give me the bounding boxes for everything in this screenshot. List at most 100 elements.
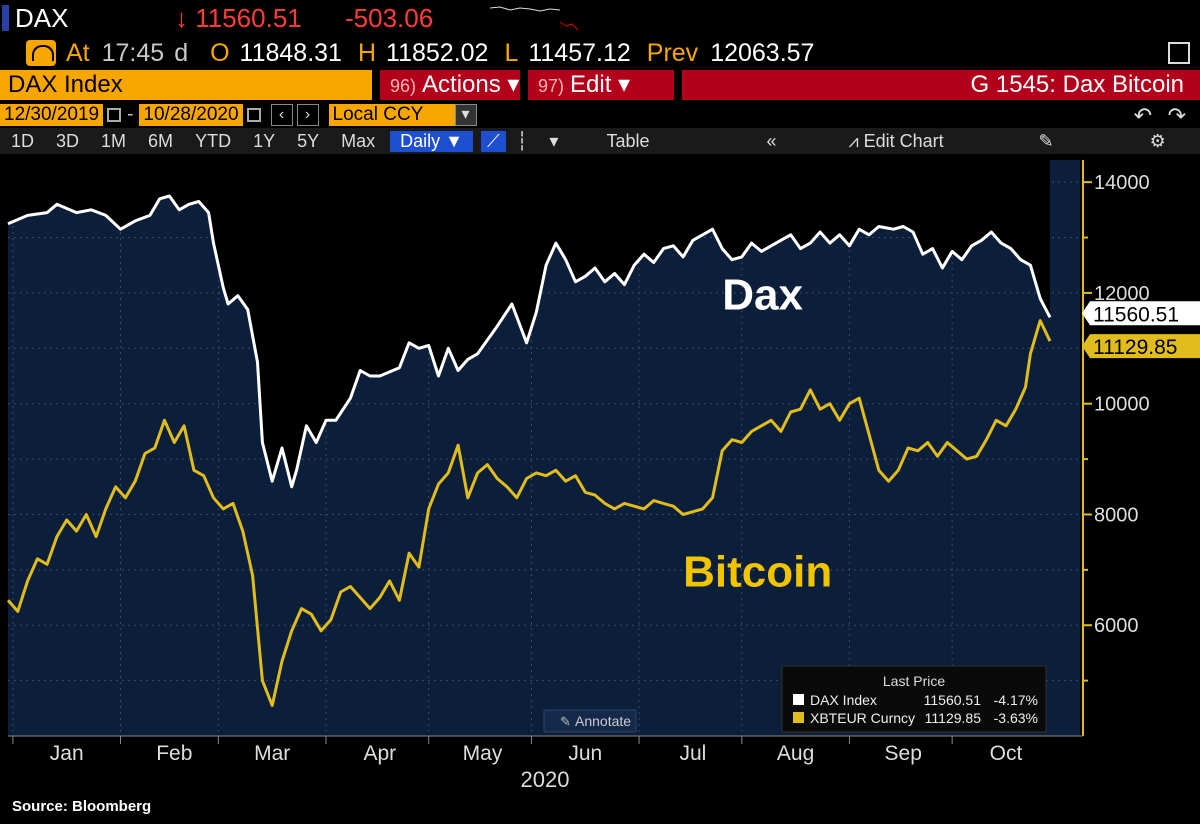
legend-swatch-dax (793, 694, 804, 705)
quote-header: DAX ↓ 11560.51 -503.06 (0, 0, 1200, 36)
redo-icon[interactable]: ↷ (1167, 103, 1186, 128)
period-1y[interactable]: 1Y (253, 131, 276, 151)
back-arrow-icon[interactable]: ‹ (270, 104, 293, 126)
period-1m[interactable]: 1M (101, 131, 127, 151)
intraday-sparkline (490, 6, 579, 31)
edit-chart-icon: ⩘ (848, 131, 864, 151)
net-change: -503.06 (345, 2, 434, 33)
calendar-icon[interactable] (246, 108, 261, 122)
line-chart-icon[interactable]: ⟋ (480, 130, 506, 152)
x-tick-label: Sep (885, 742, 922, 765)
currency-select[interactable]: Local CCY (328, 104, 455, 126)
x-tick-label: Jan (50, 742, 84, 765)
period-6m[interactable]: 6M (148, 131, 174, 151)
edit-chart-button[interactable]: ⩘ Edit Chart (837, 128, 1007, 154)
actions-menu[interactable]: 96) Actions ▾ (380, 70, 520, 100)
legend-last-dax: 11560.51 (924, 692, 982, 708)
low-label: L (504, 38, 519, 67)
period-max[interactable]: Max (341, 131, 376, 151)
y-tick-label: 6000 (1094, 615, 1139, 637)
legend-swatch-btc (793, 712, 804, 723)
btc-last-tag (1082, 334, 1200, 359)
ticker[interactable]: DAX (15, 2, 69, 33)
dax-last-value: 11560.51 (1093, 303, 1179, 326)
edit-chart-label: Edit Chart (863, 131, 944, 151)
year-label: 2020 (521, 767, 570, 792)
undo-icon[interactable]: ↶ (1133, 103, 1152, 128)
chart-toolbar: 1D 3D 1M 6M YTD 1Y 5Y Max Daily ▼ ⟋ ┆ ▾ … (0, 128, 1200, 154)
dax-above-fill (8, 160, 1050, 487)
pencil-icon: ✎ (560, 714, 571, 729)
legend-pct-btc: -3.63% (994, 710, 1038, 726)
x-tick-label: May (463, 742, 503, 765)
legend-pct-dax: -4.17% (994, 692, 1038, 708)
x-tick-label: Oct (990, 742, 1023, 765)
pencil-icon[interactable]: ✎ (1038, 131, 1054, 151)
forward-arrow-icon[interactable]: › (296, 104, 319, 126)
chevron-down-icon[interactable]: ▾ (549, 131, 559, 151)
separator (674, 70, 682, 100)
edit-menu[interactable]: 97) Edit ▾ (528, 70, 674, 100)
last-price: ↓ 11560.51 (175, 2, 302, 33)
dax-series-line (7, 194, 1052, 489)
annotate-button[interactable]: ✎ Annotate (543, 709, 637, 733)
dax-last-tag (1082, 301, 1200, 326)
table-button[interactable]: Table (606, 131, 650, 151)
period-ytd[interactable]: YTD (195, 131, 232, 151)
gear-icon[interactable]: ⚙ (1149, 131, 1166, 151)
period-5y[interactable]: 5Y (297, 131, 320, 151)
annotation-label: Dax (722, 271, 803, 320)
command-bar: DAX Index 96) Actions ▾ 97) Edit ▾ G 1545:… (0, 70, 1200, 100)
x-tick-label: Feb (156, 742, 192, 765)
range-dash: - (127, 104, 134, 125)
edit-label: Edit ▾ (570, 71, 631, 98)
candlestick-icon[interactable]: ┆ (516, 131, 528, 151)
y-tick-label: 12000 (1094, 283, 1150, 305)
actions-label: Actions ▾ (422, 71, 520, 98)
quote-time-suffix: d (174, 38, 189, 67)
actions-number: 96) (390, 76, 417, 96)
edit-number: 97) (538, 76, 565, 96)
x-tick-label: Mar (254, 742, 290, 765)
x-tick-label: Aug (777, 742, 814, 765)
collapse-icon[interactable]: « (766, 131, 777, 151)
separator (372, 70, 380, 100)
legend-name-dax: DAX Index (810, 692, 877, 708)
prev-value: 12063.57 (710, 38, 815, 67)
period-1d[interactable]: 1D (11, 131, 35, 151)
chevron-down-icon[interactable]: ▾ (454, 104, 477, 126)
period-3d[interactable]: 3D (56, 131, 80, 151)
high-value: 11852.02 (386, 38, 489, 67)
start-date-field[interactable]: 12/30/2019 (0, 104, 104, 126)
annotations: Dax Bitcoin (683, 271, 832, 597)
ohlc-row: At 17:45 d O 11848.31 H 11852.02 L 11457… (0, 36, 1200, 70)
calendar-icon[interactable] (107, 108, 122, 122)
x-tick-label: Jun (568, 742, 602, 765)
high-label: H (357, 38, 377, 67)
x-tick-label: Apr (363, 742, 396, 765)
security-field[interactable]: DAX Index (0, 70, 372, 100)
end-date-field[interactable]: 10/28/2020 (139, 104, 243, 126)
separator (520, 70, 528, 100)
expand-icon[interactable] (1168, 42, 1190, 64)
legend-title: Last Price (883, 673, 945, 689)
frequency-select[interactable]: Daily ▼ (390, 130, 473, 152)
legend-name-btc: XBTEUR Curncy (810, 710, 915, 726)
y-tick-label: 10000 (1094, 394, 1150, 416)
annotate-label: Annotate (575, 713, 631, 729)
x-axis: Jan Feb Mar Apr May Jun Jul Aug Sep Oct (8, 735, 1083, 765)
annotation-label: Bitcoin (683, 547, 832, 596)
speedometer-icon[interactable] (26, 40, 56, 66)
y-axis: 6000 8000 10000 12000 14000 (1083, 172, 1150, 682)
date-range-row: 12/30/2019 - 10/28/2020 ‹ › Local CCY ▾ (0, 103, 1200, 127)
btc-last-value: 11129.85 (1093, 336, 1177, 359)
y-tick-label: 8000 (1094, 504, 1139, 526)
x-tick-label: Jul (679, 742, 706, 765)
btc-series-line (6, 319, 1052, 707)
ticker-marker (2, 5, 9, 31)
open-value: 11848.31 (239, 38, 342, 67)
prev-label: Prev (646, 38, 699, 67)
chart-function-title: G 1545: Dax Bitcoin (682, 70, 1200, 100)
low-value: 11457.12 (528, 38, 631, 67)
